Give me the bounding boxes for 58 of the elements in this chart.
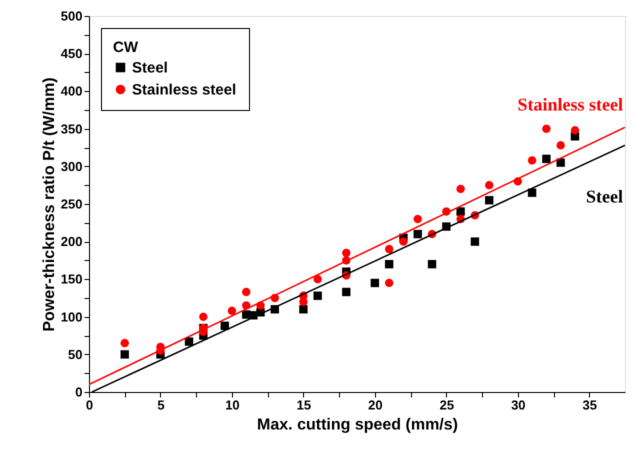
point xyxy=(228,306,236,315)
y-tick-label: 300 xyxy=(60,158,82,174)
x-axis-title: Max. cutting speed (mm/s) xyxy=(257,416,458,434)
y-tick-label: 500 xyxy=(60,8,82,24)
point xyxy=(384,260,394,268)
y-tick-label: 450 xyxy=(60,46,82,62)
point xyxy=(542,124,551,133)
y-axis-title: Power-thickness ratio P/t (W/mm) xyxy=(40,77,58,332)
point xyxy=(314,292,322,300)
x-tick-label: 30 xyxy=(511,398,526,412)
point xyxy=(470,237,480,246)
y-tick-label: 100 xyxy=(60,309,82,324)
y-tick-label: 350 xyxy=(60,121,82,136)
legend-label: Stainless steel xyxy=(132,82,236,98)
point xyxy=(542,154,551,164)
point xyxy=(299,298,308,306)
legend-title: CW xyxy=(113,39,139,56)
point xyxy=(456,207,465,216)
point xyxy=(220,322,229,330)
point xyxy=(342,288,350,296)
x-tick-label: 0 xyxy=(86,398,94,412)
x-tick-label: 5 xyxy=(157,398,165,412)
x-tick-label: 15 xyxy=(296,398,312,412)
point xyxy=(570,126,580,134)
point xyxy=(120,338,129,348)
point xyxy=(428,260,436,268)
y-tick-label: 200 xyxy=(60,234,82,250)
point xyxy=(314,275,322,284)
point xyxy=(342,248,350,258)
point xyxy=(528,156,536,165)
x-tick-label: 35 xyxy=(582,398,597,412)
point xyxy=(384,244,394,254)
point xyxy=(414,230,422,238)
point xyxy=(556,141,565,150)
point xyxy=(370,278,380,288)
point xyxy=(485,196,494,204)
x-tick-label: 10 xyxy=(225,398,240,412)
series-label: Stainless steel xyxy=(518,94,623,114)
y-tick-label: 400 xyxy=(60,84,82,99)
point xyxy=(556,158,565,167)
x-tick-label: 25 xyxy=(440,398,454,412)
point xyxy=(242,288,250,296)
y-tick-label: 50 xyxy=(68,346,82,362)
legend-label: Steel xyxy=(132,60,168,76)
y-tick-label: 0 xyxy=(75,384,82,400)
point xyxy=(485,181,494,190)
point xyxy=(120,350,129,359)
y-tick-label: 150 xyxy=(60,272,82,287)
point xyxy=(456,184,465,194)
point xyxy=(299,305,308,314)
point xyxy=(399,237,408,246)
point xyxy=(528,188,536,197)
y-tick-label: 250 xyxy=(60,196,82,212)
x-tick-label: 20 xyxy=(368,398,383,412)
point xyxy=(199,312,208,321)
point xyxy=(414,214,422,224)
point xyxy=(384,278,394,288)
series-label: Steel xyxy=(586,186,623,206)
